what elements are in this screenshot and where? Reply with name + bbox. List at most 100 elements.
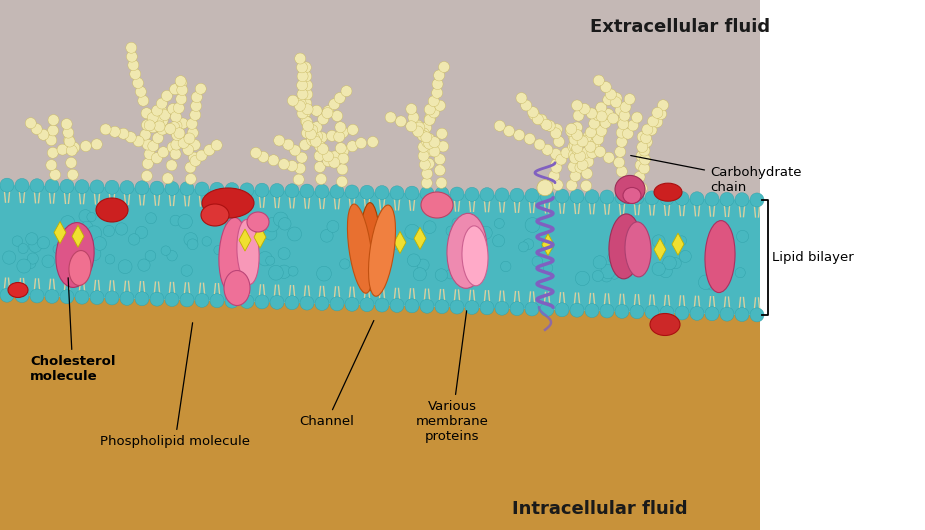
Circle shape — [720, 192, 734, 206]
Circle shape — [316, 266, 331, 281]
Circle shape — [616, 166, 627, 177]
Circle shape — [211, 213, 224, 226]
Circle shape — [87, 226, 102, 241]
Circle shape — [116, 223, 128, 235]
Circle shape — [296, 152, 307, 163]
Circle shape — [328, 157, 339, 168]
Circle shape — [455, 241, 466, 251]
Polygon shape — [0, 185, 760, 315]
Circle shape — [154, 121, 165, 132]
Circle shape — [297, 62, 307, 73]
Circle shape — [330, 184, 344, 199]
Circle shape — [635, 237, 647, 249]
Circle shape — [105, 180, 119, 194]
Circle shape — [658, 100, 669, 111]
Circle shape — [274, 212, 288, 227]
Circle shape — [473, 257, 487, 271]
Circle shape — [550, 148, 561, 160]
Circle shape — [550, 128, 561, 139]
Circle shape — [575, 162, 586, 173]
Circle shape — [652, 117, 662, 128]
Circle shape — [375, 186, 389, 199]
Circle shape — [317, 113, 328, 125]
Circle shape — [422, 136, 433, 147]
Text: Cholesterol
molecule: Cholesterol molecule — [30, 278, 116, 383]
Circle shape — [435, 154, 445, 165]
Circle shape — [185, 173, 196, 184]
Circle shape — [157, 124, 168, 135]
Circle shape — [255, 295, 269, 309]
Circle shape — [315, 296, 329, 311]
Circle shape — [48, 114, 59, 126]
Circle shape — [705, 192, 719, 206]
Circle shape — [64, 135, 75, 146]
Circle shape — [341, 86, 352, 96]
Circle shape — [601, 264, 615, 279]
Circle shape — [364, 271, 375, 281]
Ellipse shape — [615, 175, 645, 204]
Circle shape — [446, 269, 455, 279]
Ellipse shape — [8, 282, 28, 297]
Circle shape — [360, 298, 374, 312]
Circle shape — [26, 233, 38, 245]
Circle shape — [705, 307, 719, 321]
Circle shape — [118, 260, 132, 273]
Circle shape — [380, 239, 390, 250]
Circle shape — [315, 173, 327, 184]
Circle shape — [47, 147, 58, 158]
Circle shape — [419, 159, 430, 170]
Circle shape — [0, 288, 14, 302]
Circle shape — [593, 134, 604, 145]
Circle shape — [161, 246, 170, 255]
Circle shape — [600, 117, 611, 128]
Circle shape — [191, 101, 202, 111]
Circle shape — [129, 234, 140, 245]
Circle shape — [573, 110, 584, 121]
Circle shape — [617, 116, 628, 127]
Circle shape — [639, 163, 649, 174]
Circle shape — [534, 139, 545, 150]
Circle shape — [425, 114, 435, 126]
Circle shape — [210, 294, 224, 308]
Polygon shape — [414, 227, 426, 250]
Circle shape — [584, 145, 595, 156]
Circle shape — [582, 168, 593, 179]
Circle shape — [601, 271, 612, 282]
Circle shape — [616, 127, 627, 138]
Circle shape — [290, 145, 301, 156]
Circle shape — [646, 125, 657, 135]
Circle shape — [583, 131, 594, 142]
Circle shape — [450, 300, 464, 314]
Circle shape — [590, 121, 601, 131]
Circle shape — [50, 169, 61, 180]
Circle shape — [479, 226, 492, 240]
Circle shape — [611, 93, 623, 104]
Circle shape — [436, 178, 447, 188]
Circle shape — [159, 110, 170, 121]
Circle shape — [679, 251, 691, 262]
Circle shape — [690, 192, 704, 206]
Circle shape — [161, 91, 172, 101]
Circle shape — [162, 173, 173, 184]
Circle shape — [46, 135, 56, 146]
Circle shape — [348, 125, 358, 135]
Circle shape — [180, 182, 194, 196]
Circle shape — [577, 160, 588, 171]
Circle shape — [338, 145, 349, 156]
Circle shape — [195, 83, 206, 94]
Circle shape — [177, 85, 188, 95]
Circle shape — [278, 265, 290, 278]
Circle shape — [294, 163, 305, 174]
Circle shape — [525, 189, 539, 202]
Ellipse shape — [360, 202, 380, 290]
Circle shape — [338, 127, 349, 138]
Circle shape — [424, 158, 435, 169]
Circle shape — [195, 182, 209, 196]
Circle shape — [251, 147, 262, 158]
Circle shape — [323, 151, 334, 162]
Circle shape — [390, 298, 404, 313]
Circle shape — [132, 77, 143, 89]
Circle shape — [432, 87, 443, 99]
Circle shape — [574, 151, 586, 162]
Circle shape — [294, 100, 305, 111]
